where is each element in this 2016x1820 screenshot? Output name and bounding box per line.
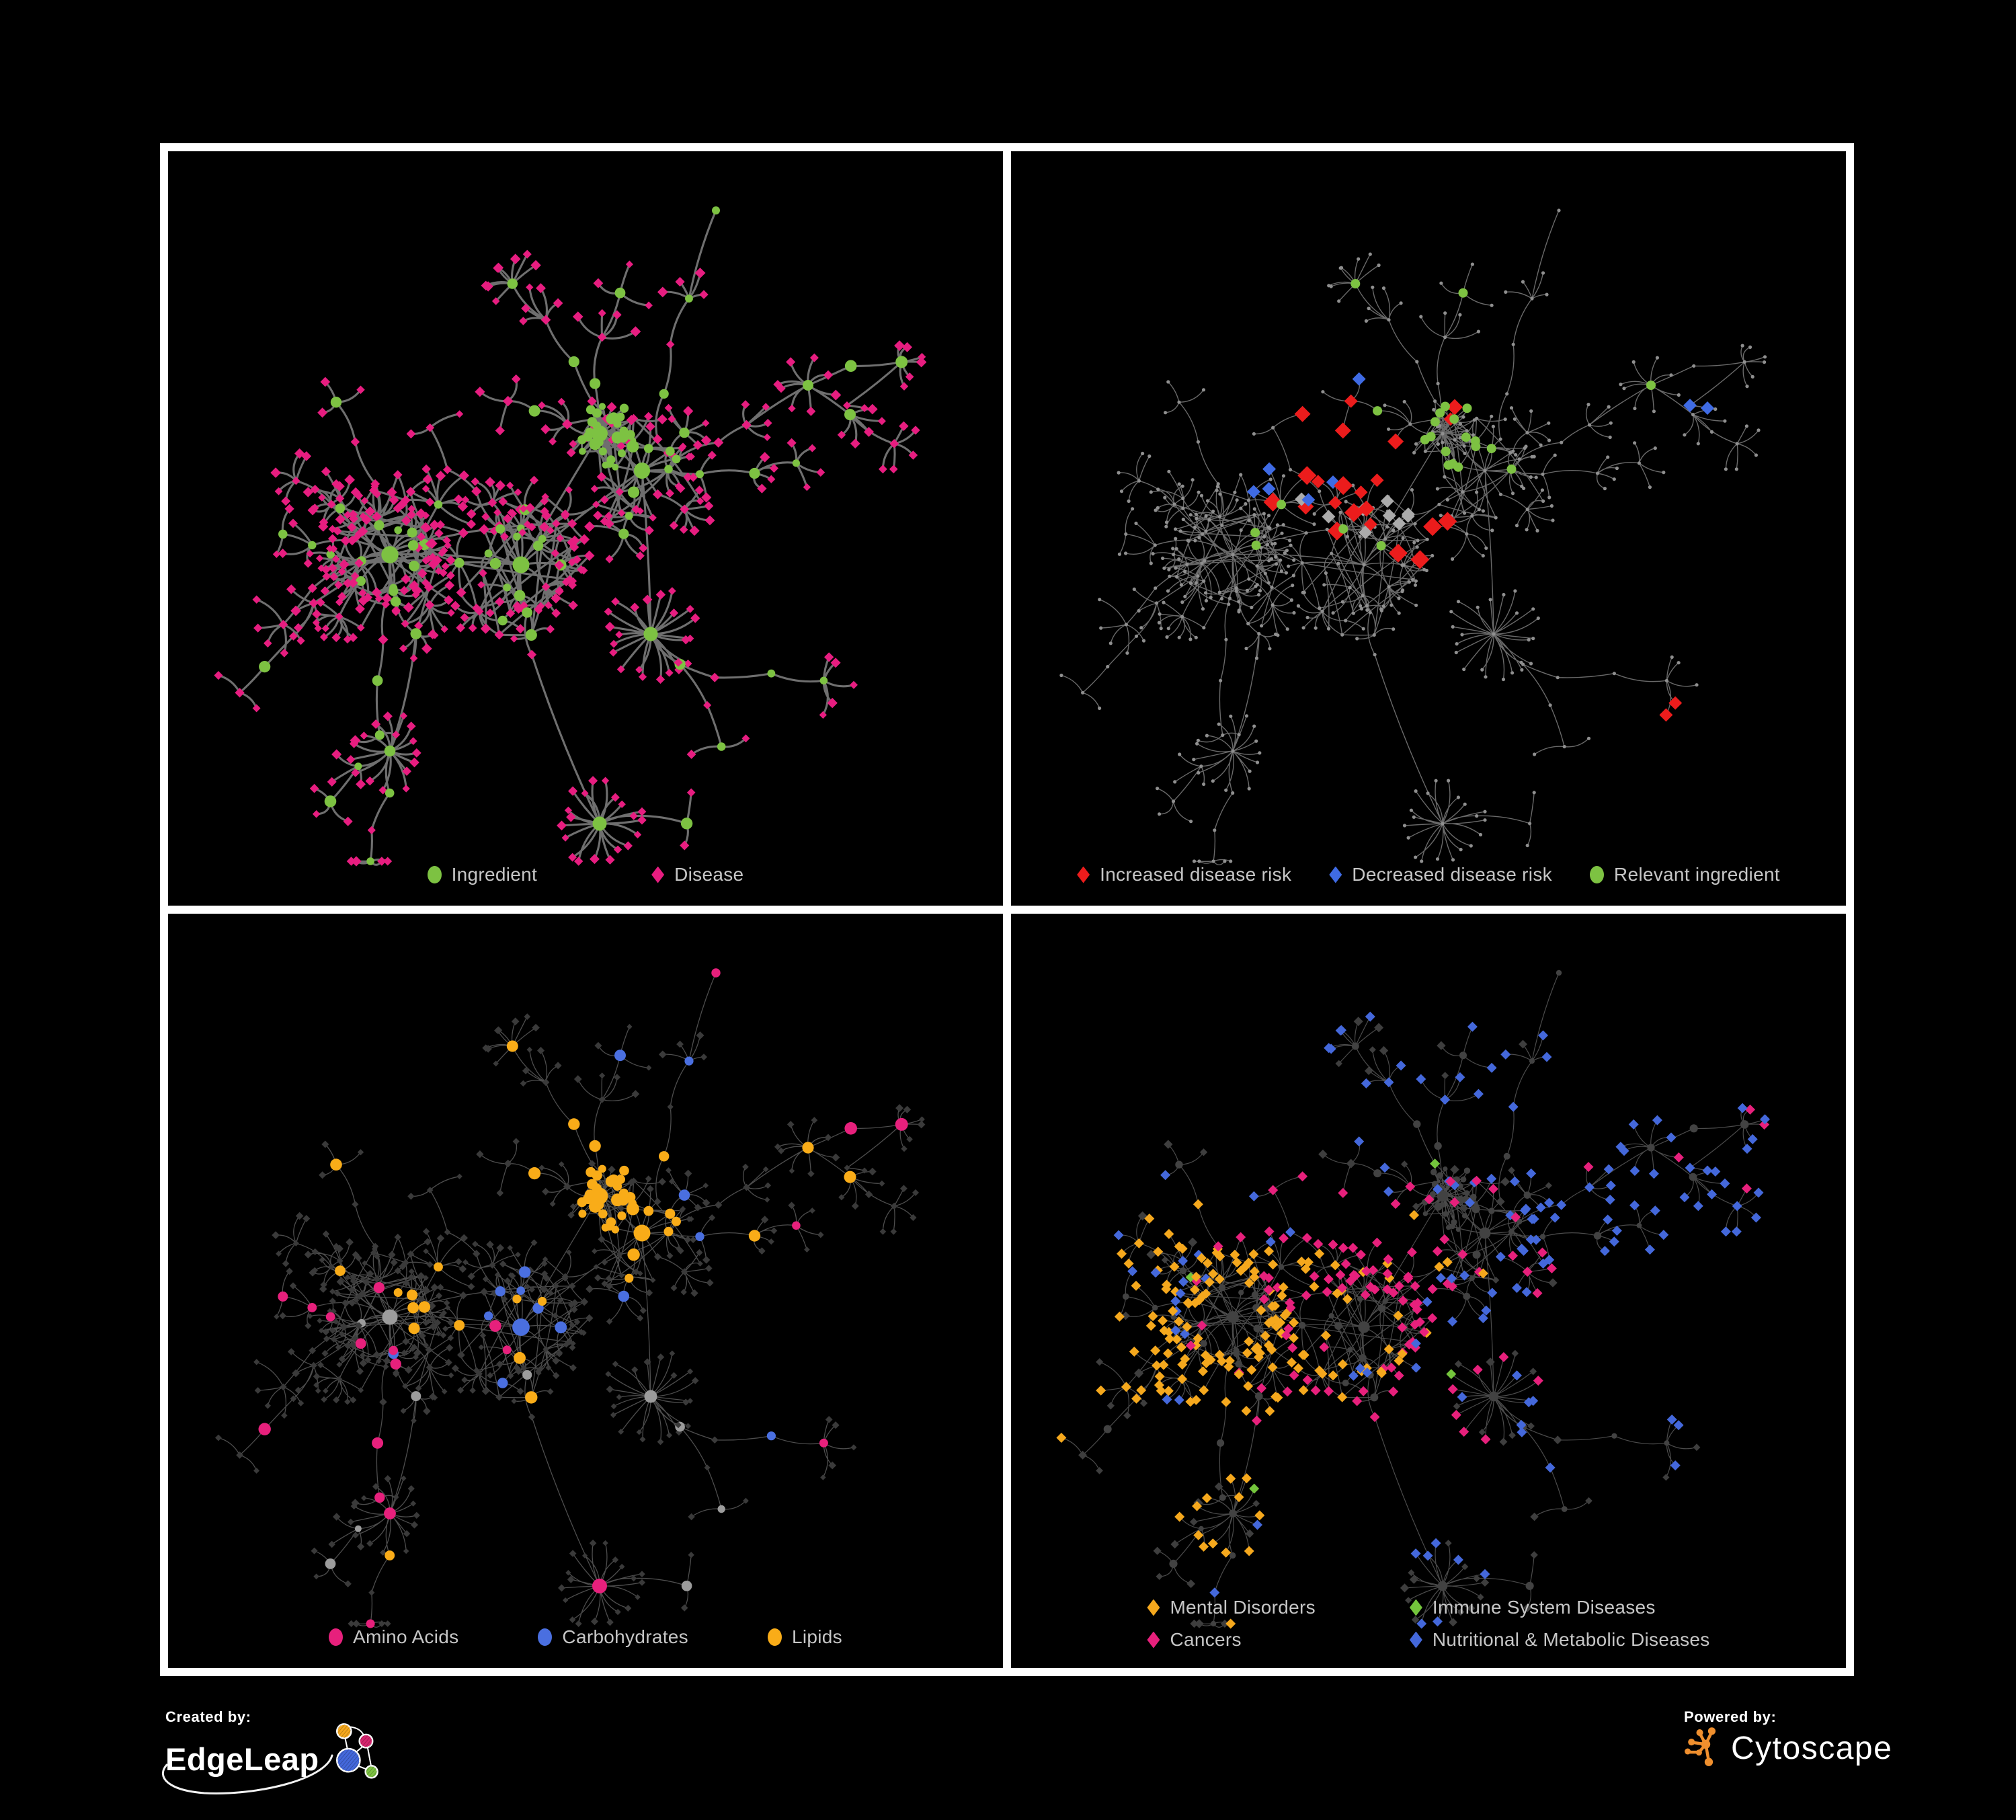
legend-label: Carbohydrates bbox=[562, 1626, 688, 1647]
legend-item-nutritional-metabolic-diseases: Nutritional & Metabolic Diseases bbox=[1409, 1629, 1710, 1651]
powered-by-label: Powered by: bbox=[1684, 1708, 1777, 1725]
legend-item-immune-system-diseases: Immune System Diseases bbox=[1409, 1597, 1710, 1618]
legend-label: Relevant ingredient bbox=[1613, 864, 1780, 885]
legend-label: Amino Acids bbox=[353, 1626, 459, 1647]
legend-item-cancers: Cancers bbox=[1147, 1629, 1315, 1651]
legend-item-lipids: Lipids bbox=[767, 1626, 842, 1648]
circle-swatch-icon bbox=[538, 1628, 553, 1646]
network-ingredient-disease bbox=[214, 206, 927, 867]
legend-label: Lipids bbox=[791, 1626, 842, 1647]
cytoscape-wordmark: Cytoscape bbox=[1731, 1730, 1893, 1766]
legend-item-disease: Disease bbox=[651, 864, 743, 885]
legend-label: Nutritional & Metabolic Diseases bbox=[1432, 1629, 1710, 1650]
legend-item-decreased-disease-risk: Decreased disease risk bbox=[1329, 864, 1552, 885]
legend-label: Decreased disease risk bbox=[1352, 864, 1552, 885]
diamond-swatch-icon bbox=[1147, 1599, 1160, 1616]
cytoscape-logo-icon bbox=[1685, 1727, 1716, 1766]
legend-item-amino-acids: Amino Acids bbox=[329, 1626, 458, 1648]
circle-swatch-icon bbox=[1589, 866, 1604, 883]
credit-edgeleap: Created by: EdgeLeap bbox=[162, 1708, 387, 1794]
legend-label: Disease bbox=[674, 864, 744, 885]
diamond-swatch-icon bbox=[1409, 1631, 1422, 1649]
legend-label: Mental Disorders bbox=[1170, 1597, 1316, 1618]
panel-disease-categories: Mental Disorders Immune System Diseases Ca… bbox=[1011, 914, 1846, 1668]
diamond-swatch-icon bbox=[1409, 1599, 1422, 1616]
credit-cytoscape: Powered by: Cytoscape bbox=[1684, 1708, 1966, 1769]
diamond-swatch-icon bbox=[651, 866, 665, 883]
legend-item-relevant-ingredient: Relevant ingredient bbox=[1589, 864, 1780, 885]
panel-grid: Ingredient Disease Increased disease risk… bbox=[160, 143, 1854, 1676]
legend-item-ingredient: Ingredient bbox=[427, 864, 538, 885]
diamond-swatch-icon bbox=[1147, 1631, 1160, 1649]
edgeleap-wordmark: EdgeLeap bbox=[165, 1741, 319, 1778]
diamond-swatch-icon bbox=[1329, 866, 1342, 883]
circle-swatch-icon bbox=[427, 866, 442, 883]
network-disease-risk bbox=[1059, 208, 1767, 866]
panel-nutrients: Amino Acids Carbohydrates Lipids bbox=[168, 914, 1003, 1668]
legend-nutrients: Amino Acids Carbohydrates Lipids bbox=[168, 1626, 1003, 1648]
legend-disease-categories: Mental Disorders Immune System Diseases Ca… bbox=[1011, 1597, 1846, 1651]
legend-item-mental-disorders: Mental Disorders bbox=[1147, 1597, 1316, 1618]
legend-ingredient-disease: Ingredient Disease bbox=[168, 864, 1003, 885]
edgeleap-logo-icon bbox=[335, 1723, 378, 1779]
cytoscape-brand-row: Cytoscape bbox=[1684, 1727, 1966, 1769]
legend-label: Immune System Diseases bbox=[1432, 1597, 1656, 1618]
legend-item-carbohydrates: Carbohydrates bbox=[538, 1626, 688, 1648]
network-disease-categories bbox=[1056, 970, 1770, 1629]
circle-swatch-icon bbox=[767, 1628, 782, 1646]
legend-label: Increased disease risk bbox=[1100, 864, 1292, 885]
circle-swatch-icon bbox=[329, 1628, 344, 1646]
panel-disease-risk: Increased disease risk Decreased disease … bbox=[1011, 151, 1846, 906]
diamond-swatch-icon bbox=[1077, 866, 1090, 883]
legend-label: Cancers bbox=[1170, 1629, 1242, 1650]
created-by-label: Created by: bbox=[165, 1708, 251, 1725]
edgeleap-brand-row: EdgeLeap bbox=[162, 1723, 387, 1794]
legend-disease-risk: Increased disease risk Decreased disease … bbox=[1011, 864, 1846, 885]
legend-label: Ingredient bbox=[451, 864, 538, 885]
legend-item-increased-disease-risk: Increased disease risk bbox=[1077, 864, 1291, 885]
panel-ingredient-disease: Ingredient Disease bbox=[168, 151, 1003, 906]
network-nutrients bbox=[215, 968, 926, 1628]
